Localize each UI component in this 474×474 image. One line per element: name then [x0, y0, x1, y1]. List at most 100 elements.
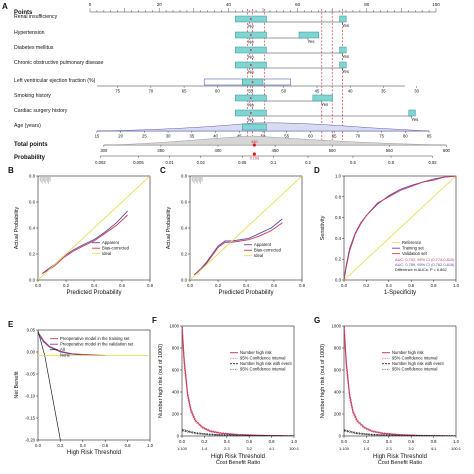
x-tick-label: 0.2 [201, 439, 208, 444]
age-tick-label: 25 [142, 134, 147, 139]
age-tick-label: 15 [95, 134, 100, 139]
plot-area [190, 176, 302, 280]
legend-label: Validation set [402, 251, 428, 256]
no-marker [249, 112, 252, 114]
series-line-2 [41, 214, 128, 274]
plot-frame [37, 329, 151, 441]
x-tick-label: 0.4 [386, 439, 393, 444]
yes-box [298, 31, 320, 39]
y-tick-label: -0.05 [25, 372, 35, 377]
factor-label: Renal insufficiency [14, 14, 58, 20]
y-axis-label: Number high risk (out of 1000) [320, 344, 326, 418]
total-tick-label: 500 [329, 148, 337, 153]
probability-tick-label: 0.005 [133, 160, 144, 165]
series-line-3 [190, 176, 302, 280]
points-tick-label: 20 [157, 2, 163, 7]
plot-area [344, 176, 456, 280]
no-marker [249, 49, 252, 51]
y-tick-label: 800 [334, 346, 342, 351]
probability-tick-label: 0.2 [305, 160, 311, 165]
points-tick-label: 80 [364, 2, 370, 7]
y-axis-label: Sensitivity [320, 215, 326, 240]
probability-tick-label: 0.92 [428, 160, 437, 165]
x-tick-label: 1.0 [291, 439, 298, 444]
no-label: No [248, 24, 254, 29]
legend-label: Number high risk [392, 350, 425, 355]
no-label: No [248, 118, 254, 123]
no-label: No [248, 103, 254, 108]
yes-box [339, 61, 347, 69]
lvef-tick-label: 30 [414, 89, 419, 94]
x-tick-label: 0.4 [224, 439, 231, 444]
points-tick-label: 60 [295, 2, 301, 7]
ci-upper [344, 429, 456, 436]
series-line-1 [344, 326, 456, 436]
chart-panel-d: D 0.0 0.2 0.4 0.6 0.8 1.0 0.0 0.2 0.4 0.6 0.8 1.0 1-S… [314, 166, 460, 296]
yes-box [408, 109, 416, 117]
x-axis-label: High Risk Threshold [67, 450, 121, 456]
ci-lower [344, 335, 456, 436]
x-axis-label: Predicted Probability [218, 290, 273, 296]
lvef-tick-label: 70 [149, 89, 154, 94]
x-tick-label: 0.6 [119, 283, 126, 288]
probability-tick-label: 0.5 [350, 160, 356, 165]
yes-label: Yes [342, 23, 349, 28]
series-line-1 [182, 326, 294, 436]
legend-label: Apparent [102, 240, 120, 245]
probability-tick-label: 0.05 [238, 160, 247, 165]
factor-label: Hypertension [14, 30, 45, 36]
yes-label: Yes [342, 69, 349, 74]
age-tick-label: 50 [261, 134, 266, 139]
no-label: No [248, 70, 254, 75]
legend-label: Preoperative model in the training set [60, 336, 130, 341]
x2-tick-label: 1:4 [364, 446, 370, 451]
chart-panel-f: F 0.0 0.2 0.4 0.6 0.8 1.0 0 200 400 600 800 1000 High… [152, 316, 300, 466]
x-tick-label: 0.4 [91, 283, 98, 288]
total-marker [252, 143, 256, 147]
no-marker [249, 18, 252, 20]
plot-area [182, 326, 294, 436]
age-box [241, 123, 267, 131]
x-tick-label: 0.6 [408, 439, 415, 444]
no-marker [249, 64, 252, 66]
x-tick-label: 0.2 [63, 283, 70, 288]
yes-label: Yes [342, 54, 349, 59]
x-tick-label: 0.8 [125, 443, 132, 448]
plot-area [38, 176, 150, 280]
yes-label: Yes [411, 117, 418, 122]
x2-tick-label: 3:2 [246, 446, 252, 451]
legend-label: Preoperative model in the validation set [60, 342, 134, 347]
x-tick-label: 0.6 [271, 283, 278, 288]
y-tick-label: 0.8 [181, 174, 188, 179]
y-tick-label: 0.05 [27, 328, 36, 333]
x-tick-label: 0.4 [243, 283, 250, 288]
legend-label: Training set [402, 246, 425, 251]
yes-label: Yes [307, 39, 314, 44]
y-tick-label: 0.0 [181, 278, 188, 283]
chart-panel-e: E 0.0 0.2 0.4 0.6 0.8 1.0 -0.20 -0.15 -0.10 -0.05 0… [8, 320, 154, 456]
y-tick-label: 0.8 [29, 174, 36, 179]
x-tick-label: 0.2 [363, 439, 370, 444]
factor-label: Smoking history [14, 93, 51, 99]
series-line-2 [182, 429, 294, 436]
x2-axis-label: Cost Benefit Ratio [378, 460, 422, 466]
no-marker [249, 34, 252, 36]
age-tick-label: 55 [284, 134, 289, 139]
age-tick-label: 65 [332, 134, 337, 139]
lvef-marker [251, 81, 254, 83]
x2-tick-label: 2:3 [224, 446, 230, 451]
yes-label: Yes [321, 102, 328, 107]
y-tick-label: 400 [334, 390, 342, 395]
y-tick-label: 0.2 [29, 252, 36, 257]
y-axis-label: Net Benefit [14, 371, 20, 399]
y-tick-label: 0.2 [181, 252, 188, 257]
points-tick-label: 0 [89, 2, 92, 7]
probability-tick-label: 0.002 [95, 160, 106, 165]
y-tick-label: 200 [172, 412, 180, 417]
age-tick-label: 60 [308, 134, 313, 139]
y-tick-label: 0.4 [335, 236, 342, 241]
x-tick-label: 0.6 [102, 443, 109, 448]
total-distribution [103, 135, 447, 146]
age-tick-label: 75 [379, 134, 384, 139]
legend-label: None [60, 353, 71, 358]
